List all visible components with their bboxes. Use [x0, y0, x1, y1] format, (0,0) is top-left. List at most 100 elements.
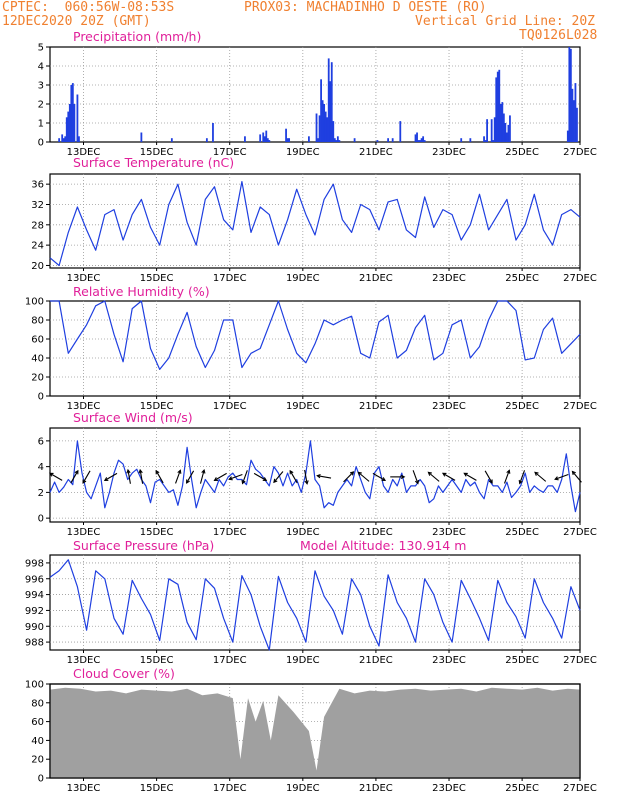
- wind-arrow-head: [427, 471, 432, 476]
- xtick-label: 25DEC: [505, 783, 539, 794]
- precip-bar: [68, 104, 71, 142]
- wind-arrow-shaft: [82, 470, 91, 484]
- precip-bar: [244, 136, 246, 142]
- precip-bar: [416, 132, 418, 142]
- xtick-label: 13DEC: [67, 273, 101, 284]
- precip-bar: [58, 138, 61, 142]
- ytick-label: 3: [38, 81, 44, 92]
- precip-bar: [170, 138, 173, 142]
- series-line: [49, 181, 581, 267]
- xtick-label: 13DEC: [67, 783, 101, 794]
- xtick-label: 19DEC: [286, 147, 320, 158]
- header-line3-right: TQ0126L028: [519, 28, 598, 43]
- xtick-label: 23DEC: [432, 783, 466, 794]
- precip-bar: [576, 107, 578, 142]
- precip-bar: [64, 136, 67, 142]
- wind-arrow: [316, 474, 332, 479]
- precip-bar: [326, 117, 329, 142]
- xtick-label: 27DEC: [563, 401, 597, 412]
- precip-bar: [493, 117, 496, 142]
- wind-arrow-head: [177, 469, 182, 474]
- precip-bar: [62, 138, 65, 142]
- wind-arrow-head: [400, 474, 406, 480]
- wind-arrow-shaft: [554, 473, 569, 480]
- xtick-label: 19DEC: [286, 273, 320, 284]
- ytick-label: 992: [25, 606, 44, 617]
- ytick-label: 80: [31, 316, 44, 327]
- precip-bar: [423, 140, 426, 142]
- xtick-label: 23DEC: [432, 147, 466, 158]
- xtick-label: 21DEC: [359, 147, 393, 158]
- wind-arrow-shaft: [49, 472, 63, 481]
- precip-bar: [205, 138, 208, 142]
- wind-arrow-shaft: [442, 472, 456, 481]
- wind-arrow-head: [304, 480, 309, 485]
- ytick-label: 0: [38, 138, 44, 149]
- precip-bar: [315, 113, 318, 142]
- wind-arrow: [253, 472, 268, 481]
- precip-bar: [330, 62, 333, 143]
- xtick-label: 25DEC: [505, 273, 539, 284]
- wind-arrow: [441, 472, 456, 481]
- precip-bar: [483, 136, 485, 142]
- precip-bar: [61, 134, 64, 142]
- precip-bar: [76, 94, 79, 142]
- wind-arrow-head: [138, 468, 143, 474]
- wind-arrow-shaft: [503, 470, 510, 484]
- ytick-label: 32: [31, 200, 44, 211]
- ytick-label: 40: [31, 736, 44, 747]
- precip-bar: [317, 138, 319, 142]
- wind-arrow: [126, 468, 131, 484]
- header-line2-left: 12DEC2020 20Z (GMT): [2, 14, 151, 29]
- wind-arrow-head: [463, 472, 468, 477]
- wind-arrow-shaft: [175, 470, 181, 484]
- precip-bar: [318, 115, 321, 142]
- panel-frame-4: [49, 554, 581, 651]
- precip-bar: [566, 130, 569, 142]
- ytick-label: 36: [31, 180, 44, 191]
- panel-title: Surface Wind (m/s): [73, 410, 193, 425]
- precip-bar: [569, 48, 572, 142]
- ytick-label: 60: [31, 717, 44, 728]
- wind-arrow-head: [74, 469, 79, 475]
- wind-arrow: [138, 468, 144, 484]
- ytick-label: 4: [38, 62, 44, 73]
- xtick-label: 15DEC: [140, 527, 174, 538]
- wind-arrow-head: [273, 478, 278, 484]
- wind-arrow: [273, 471, 284, 484]
- wind-arrow: [534, 471, 547, 482]
- precip-bar: [419, 140, 421, 142]
- precip-bar: [391, 138, 394, 142]
- xtick-label: 17DEC: [213, 783, 247, 794]
- precip-bar: [288, 138, 291, 142]
- xtick-label: 15DEC: [140, 273, 174, 284]
- precip-bar: [73, 104, 76, 142]
- panel-frame-overlay: [49, 683, 581, 779]
- precip-bar: [327, 58, 330, 142]
- ytick-label: 40: [31, 354, 44, 365]
- wind-arrow: [155, 469, 164, 484]
- xtick-label: 15DEC: [140, 783, 174, 794]
- wind-arrow-head: [201, 469, 206, 474]
- wind-arrow: [343, 471, 355, 483]
- wind-arrow: [228, 473, 243, 481]
- ytick-label: 2: [38, 100, 44, 111]
- ytick-label: 5: [38, 43, 44, 54]
- wind-arrow: [554, 473, 569, 481]
- precip-bar: [321, 100, 324, 142]
- precip-bar: [71, 83, 74, 142]
- wind-arrow: [357, 471, 370, 482]
- precip-bar: [507, 124, 510, 142]
- xtick-label: 19DEC: [286, 655, 320, 666]
- wind-arrow-head: [49, 472, 54, 477]
- wind-arrow: [503, 469, 511, 484]
- wind-arrow: [213, 472, 227, 481]
- precip-bar: [571, 88, 574, 142]
- xtick-label: 13DEC: [67, 401, 101, 412]
- xtick-label: 27DEC: [563, 783, 597, 794]
- ytick-label: 998: [25, 558, 44, 569]
- wind-arrow-shaft: [273, 471, 284, 483]
- ytick-label: 28: [31, 220, 44, 231]
- series-line: [50, 300, 581, 370]
